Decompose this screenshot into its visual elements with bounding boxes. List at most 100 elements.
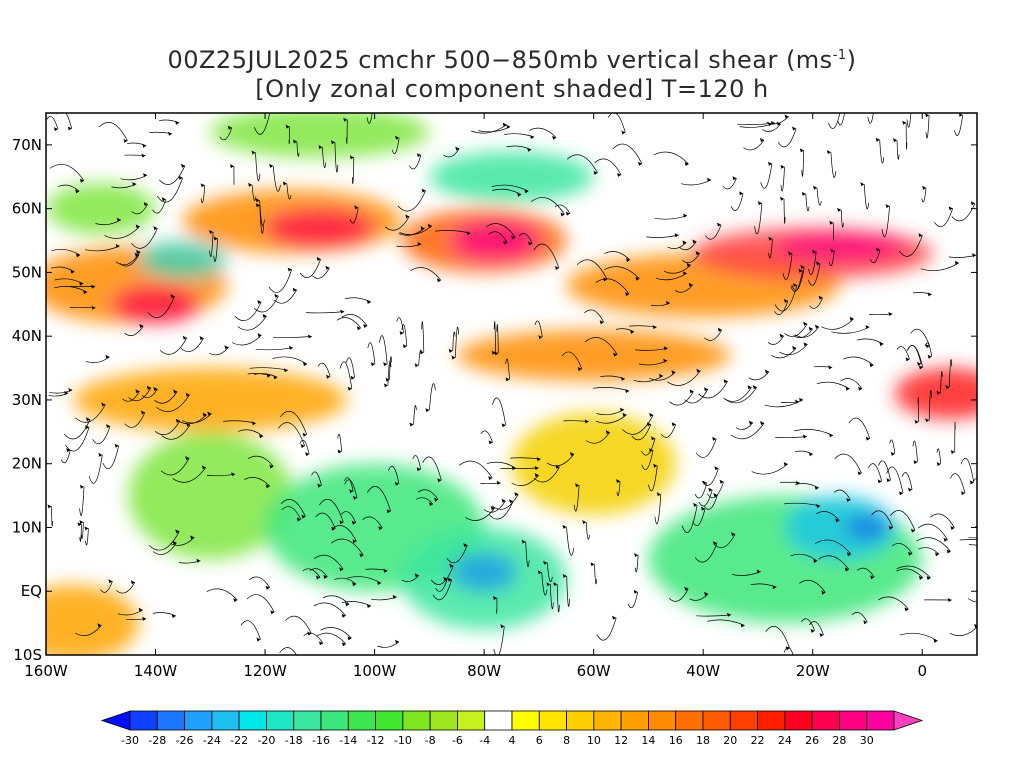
streamline	[641, 438, 656, 456]
streamline-arrowhead	[161, 197, 166, 202]
streamline	[285, 615, 312, 634]
streamline-arrowhead	[182, 335, 187, 340]
streamline	[877, 596, 909, 610]
streamline-arrowhead	[970, 201, 975, 206]
streamline-arrowhead	[383, 568, 388, 573]
streamline	[701, 468, 719, 486]
streamline	[906, 113, 912, 128]
streamline-arrowhead	[772, 585, 777, 590]
streamline-arrowhead	[506, 124, 511, 129]
streamline-arrowhead	[319, 641, 323, 646]
streamline	[92, 425, 111, 444]
streamline-arrowhead	[902, 120, 907, 125]
streamline	[595, 414, 627, 424]
streamline	[334, 142, 339, 173]
streamline	[631, 424, 652, 441]
streamline-arrowhead	[996, 526, 1000, 530]
streamline-arrowhead	[795, 399, 799, 404]
streamline-arrowhead	[175, 418, 180, 423]
streamline	[596, 617, 617, 641]
streamline-arrowhead	[256, 637, 261, 642]
streamline-arrowhead	[605, 430, 610, 435]
streamline	[724, 387, 758, 404]
streamline	[336, 317, 362, 329]
streamline	[954, 421, 956, 453]
streamline	[793, 328, 813, 338]
streamline	[561, 351, 583, 370]
streamline-arrowhead	[293, 139, 297, 144]
streamline-arrowhead	[414, 363, 419, 368]
streamline-arrowhead	[695, 251, 700, 256]
streamline-arrowhead	[399, 331, 404, 335]
streamline	[408, 155, 422, 170]
colorbar-min-triangle	[100, 710, 131, 731]
streamline	[488, 231, 508, 243]
streamline-arrowhead	[747, 385, 752, 390]
shear-shading-blob	[845, 514, 890, 541]
streamline	[389, 356, 393, 380]
streamline	[833, 489, 851, 501]
streamline	[180, 337, 204, 352]
shear-shading-blob	[451, 221, 539, 260]
colorbar-swatch	[347, 710, 376, 731]
streamline	[131, 203, 149, 215]
streamline	[783, 198, 786, 224]
streamline-arrowhead	[449, 563, 454, 568]
streamline-arrowhead	[136, 249, 141, 254]
streamline-arrowhead	[682, 240, 687, 245]
colorbar-swatch	[866, 710, 895, 731]
streamline	[828, 113, 841, 129]
streamline-arrowhead	[352, 539, 357, 544]
streamline-arrowhead	[300, 444, 305, 448]
streamline	[713, 533, 736, 548]
streamline-arrowhead	[436, 278, 441, 283]
streamline-arrowhead	[305, 452, 310, 457]
streamline	[660, 424, 677, 438]
streamline	[764, 399, 804, 408]
streamline-arrowhead	[301, 514, 306, 519]
colorbar-label: -26	[176, 734, 194, 747]
chart-title-line1: 00Z25JUL2025 cmchr 500−850mb vertical sh…	[0, 46, 1024, 74]
streamline-arrowhead	[409, 422, 414, 427]
streamline-arrowhead	[170, 294, 175, 299]
streamline	[154, 420, 181, 436]
streamline-arrowhead	[879, 342, 884, 347]
streamline-arrowhead	[466, 231, 471, 236]
streamline	[161, 424, 191, 440]
streamline-arrowhead	[837, 207, 842, 212]
shear-shading-blob	[111, 285, 200, 324]
streamline-arrowhead	[905, 357, 910, 362]
streamline-arrowhead	[829, 220, 834, 225]
streamline	[412, 455, 422, 470]
streamline-arrowhead	[972, 253, 977, 258]
streamline-arrowhead	[265, 585, 270, 590]
colorbar-swatch	[266, 710, 295, 731]
streamline	[896, 140, 900, 160]
streamline	[397, 190, 427, 212]
streamline-arrowhead	[370, 362, 375, 367]
streamline-arrowhead	[760, 421, 765, 425]
streamline-arrowhead	[756, 569, 761, 574]
streamline	[253, 295, 279, 313]
streamline	[429, 383, 436, 411]
colorbar-label: 22	[751, 734, 765, 747]
streamline	[131, 227, 158, 249]
streamline-arrowhead	[948, 206, 953, 211]
streamline	[491, 188, 522, 196]
streamline-arrowhead	[266, 373, 271, 378]
streamline-arrowhead	[168, 131, 172, 136]
streamline	[50, 266, 75, 273]
streamline-arrowhead	[922, 185, 927, 190]
streamline	[313, 554, 344, 570]
streamline	[698, 489, 713, 507]
streamline	[899, 632, 938, 642]
title-end: )	[846, 46, 857, 74]
streamline	[585, 522, 590, 540]
streamline-arrowhead	[91, 284, 96, 289]
streamline	[272, 165, 281, 192]
streamline-arrowhead	[925, 418, 930, 423]
streamline-arrowhead	[139, 323, 144, 328]
colorbar-label: -4	[479, 734, 490, 747]
streamline	[801, 150, 805, 177]
streamline	[85, 528, 89, 546]
